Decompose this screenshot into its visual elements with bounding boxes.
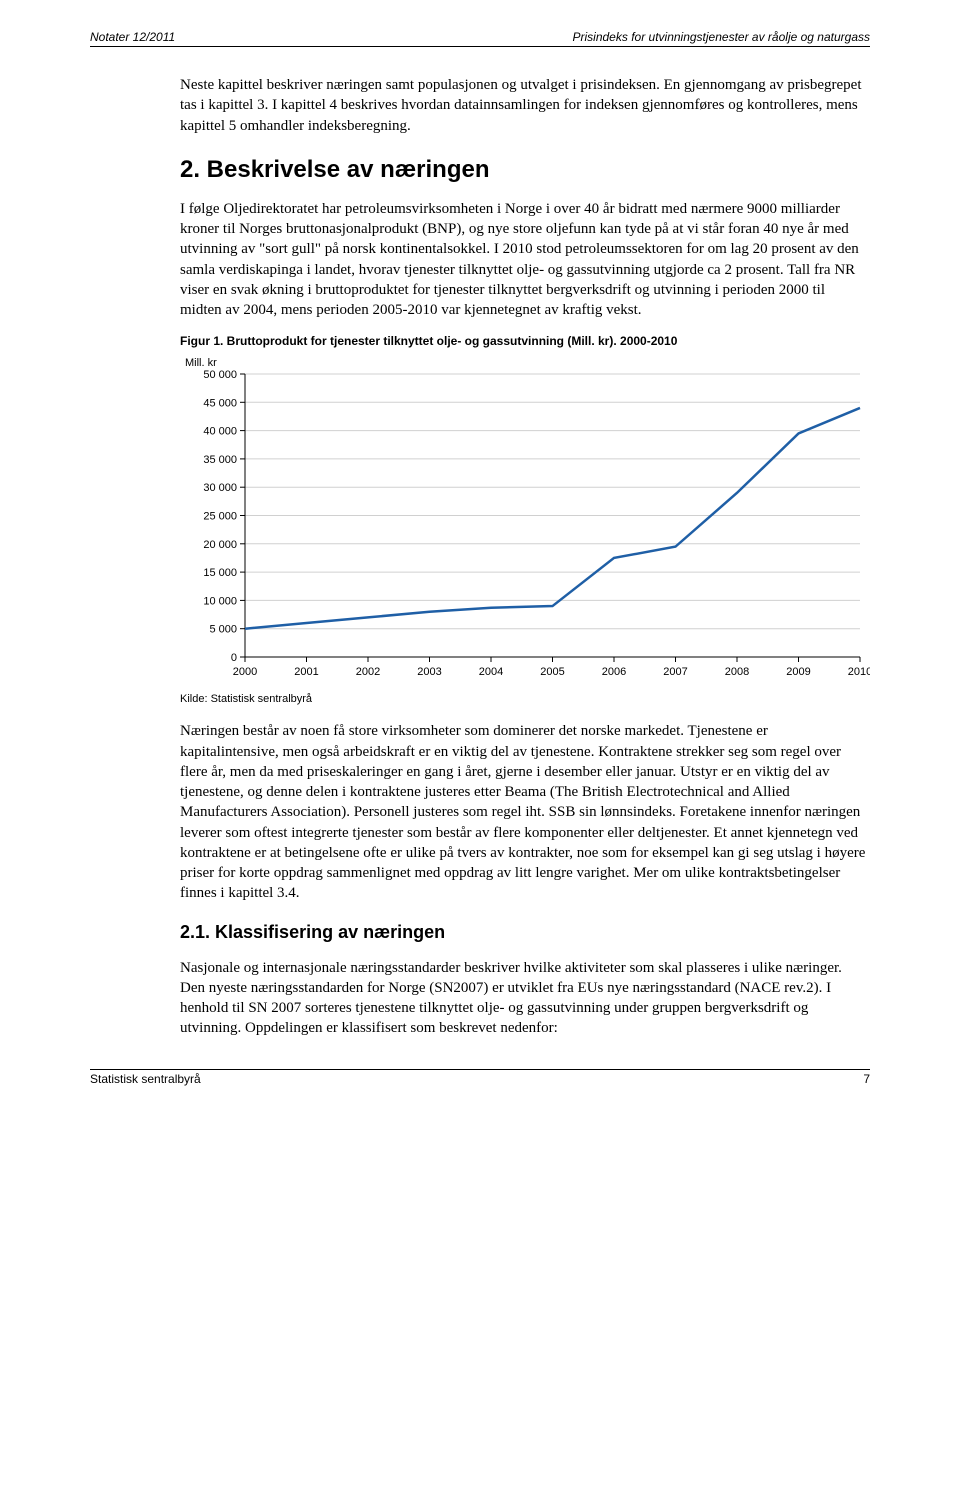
svg-text:40 000: 40 000 [203,426,237,438]
intro-paragraph: Neste kapittel beskriver næringen samt p… [180,75,870,136]
section-2-1-body: Nasjonale og internasjonale næringsstand… [180,958,870,1039]
svg-text:2001: 2001 [294,666,318,678]
page: Notater 12/2011 Prisindeks for utvinning… [0,0,960,1126]
svg-text:20 000: 20 000 [203,539,237,551]
svg-text:2008: 2008 [725,666,749,678]
header-right: Prisindeks for utvinningstjenester av rå… [573,30,871,44]
line-chart-svg: Mill. kr 0 5 000 10 000 15 000 20 000 25 000 30… [180,352,870,682]
svg-text:45 000: 45 000 [203,398,237,410]
svg-text:25 000: 25 000 [203,511,237,523]
section-2-title: 2. Beskrivelse av næringen [180,156,870,184]
header-left: Notater 12/2011 [90,30,175,44]
figure-1-caption: Figur 1. Bruttoprodukt for tjenester til… [180,334,870,348]
paragraph-after-chart: Næringen består av noen få store virksom… [180,721,870,903]
svg-text:2007: 2007 [663,666,687,678]
svg-text:2004: 2004 [479,666,503,678]
svg-text:Mill. kr: Mill. kr [185,357,217,369]
svg-text:2000: 2000 [233,666,257,678]
svg-text:35 000: 35 000 [203,454,237,466]
figure-1-source: Kilde: Statistisk sentralbyrå [180,693,870,705]
section-2-body: I følge Oljedirektoratet har petroleumsv… [180,199,870,321]
svg-text:50 000: 50 000 [203,369,237,381]
svg-text:10 000: 10 000 [203,596,237,608]
svg-text:0: 0 [231,652,237,664]
section-2-1-title: 2.1. Klassifisering av næringen [180,922,870,943]
svg-text:2003: 2003 [417,666,441,678]
footer-left: Statistisk sentralbyrå [90,1072,201,1086]
svg-text:2002: 2002 [356,666,380,678]
figure-1-chart: Mill. kr 0 5 000 10 000 15 000 20 000 25 000 30… [180,352,870,687]
svg-text:5 000: 5 000 [209,624,237,636]
svg-text:15 000: 15 000 [203,567,237,579]
footer-right: 7 [863,1072,870,1086]
svg-text:2006: 2006 [602,666,626,678]
page-header: Notater 12/2011 Prisindeks for utvinning… [90,30,870,47]
svg-text:2009: 2009 [786,666,810,678]
svg-text:30 000: 30 000 [203,482,237,494]
page-footer: Statistisk sentralbyrå 7 [90,1069,870,1086]
svg-text:2010: 2010 [848,666,870,678]
svg-text:2005: 2005 [540,666,564,678]
